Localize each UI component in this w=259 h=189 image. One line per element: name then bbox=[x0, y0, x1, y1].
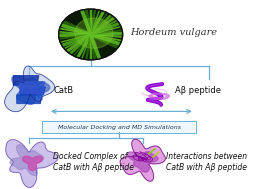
Circle shape bbox=[59, 9, 123, 60]
Polygon shape bbox=[13, 76, 39, 85]
Polygon shape bbox=[17, 95, 42, 103]
Text: CatB: CatB bbox=[54, 86, 74, 95]
Polygon shape bbox=[5, 66, 55, 112]
Text: Molecular Docking and MD Simulations: Molecular Docking and MD Simulations bbox=[57, 125, 181, 130]
Polygon shape bbox=[20, 87, 45, 94]
Polygon shape bbox=[120, 139, 166, 181]
Polygon shape bbox=[6, 139, 58, 187]
FancyBboxPatch shape bbox=[42, 121, 196, 133]
Polygon shape bbox=[127, 152, 158, 172]
Text: Aβ peptide: Aβ peptide bbox=[175, 86, 221, 95]
Polygon shape bbox=[19, 82, 45, 88]
Polygon shape bbox=[12, 76, 50, 104]
Circle shape bbox=[75, 18, 113, 48]
Polygon shape bbox=[10, 145, 44, 176]
Text: Interactions between
CatB with Aβ peptide: Interactions between CatB with Aβ peptid… bbox=[166, 152, 248, 172]
Text: Docked Complex of
CatB with Aβ peptide: Docked Complex of CatB with Aβ peptide bbox=[53, 152, 134, 172]
Text: Hordeum vulgare: Hordeum vulgare bbox=[130, 28, 217, 37]
Polygon shape bbox=[23, 156, 42, 171]
